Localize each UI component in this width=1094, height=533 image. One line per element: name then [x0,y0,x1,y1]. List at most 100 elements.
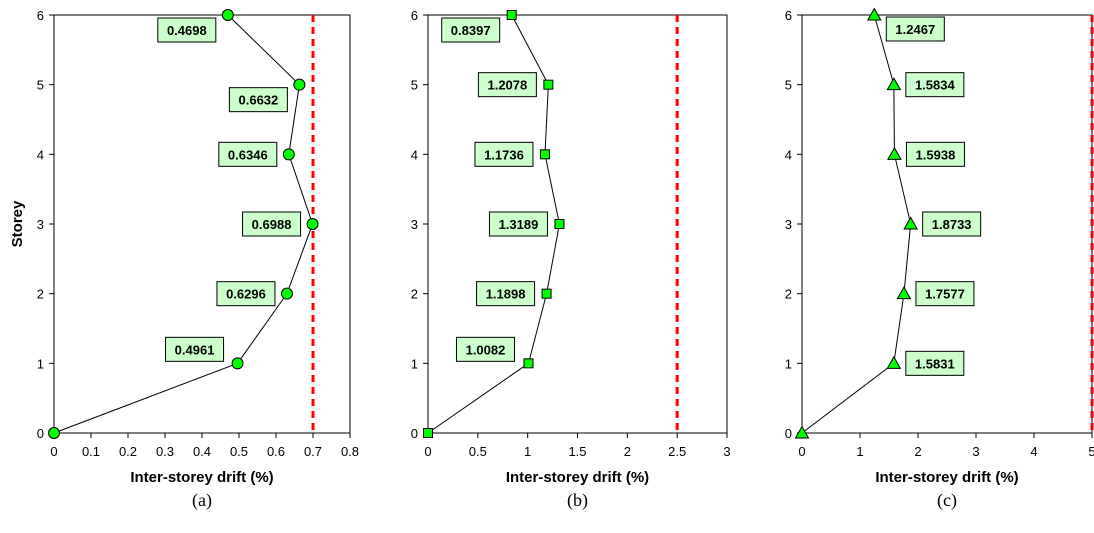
panel-b: 0 0.5 1 1.5 2 2.5 3 0 1 2 3 4 5 6 Inter-storey drift (… [411,8,731,511]
panel-a-data-label-box [157,17,217,43]
panel-a-x-tick-label: 0.2 [119,444,137,459]
panel-c-y-tick-label: 3 [785,217,792,232]
panel-c-data-point [903,216,919,230]
panel-c-y-tick-label: 1 [785,356,792,371]
panel-a-y-tick-label: 2 [37,287,44,302]
panel-a-data-label-box [228,87,288,113]
panel-b-data-point [543,79,554,90]
panel-a-y-axis-title: Storey [9,200,26,247]
panel-b-x-tick-label: 2.5 [668,444,686,459]
panel-c-data-label-box [905,72,965,98]
panel-a-y-tick-label: 5 [37,78,44,93]
panel-b-x-tick-label: 2 [624,444,631,459]
panel-c-data-label: 1.5831 [915,356,955,371]
panel-c-data-label-box [905,350,965,376]
panel-b-data-label: 1.1736 [484,147,524,162]
panel-a-data-label: 0.6632 [239,93,279,108]
panel-b-data-label-box [476,281,536,307]
panel-a-data-label: 0.6346 [228,147,268,162]
panel-b-data-point [539,149,550,160]
panel-a-y-tick-label: 4 [37,147,44,162]
panel-c-x-tick-label: 1 [856,444,863,459]
panel-b-y-tick-label: 1 [411,356,418,371]
panel-c-data-label: 1.5834 [915,78,956,93]
panel-b-y-tick-label: 0 [411,426,418,441]
panel-b-data-label: 1.1898 [486,287,526,302]
panel-a-x-tick-label: 0 [50,444,57,459]
panel-c-series-line [801,14,912,434]
panel-b-data-label: 1.0082 [466,342,506,357]
panel-a-data-point [221,9,234,21]
panel-c-data-label: 1.8733 [932,217,972,232]
panel-a-data-point [282,148,295,161]
panel-c-data-point [887,146,902,160]
panel-a-data-point [231,357,244,370]
panel-b-y-tick-label: 6 [411,8,418,23]
panel-b-x-axis-title: Inter-storey drift (%) [506,469,649,486]
panel-c-y-tick-label: 2 [785,287,792,302]
panel-b-data-label-box [477,72,537,98]
panel-b-x-tick-label: 1.5 [568,444,586,459]
panel-b-data-point [423,428,433,438]
panel-c-y-tick-label: 0 [785,426,792,441]
panel-c-data-point [886,355,902,369]
panel-a-y-tick-label: 0 [37,426,44,441]
panel-c-data-label: 1.2467 [895,22,935,37]
panel-a-caption: (a) [192,490,212,511]
panel-a-data-label-box [242,211,302,237]
panel-b-data-label: 1.3189 [499,217,539,232]
panel-c-data-label-box [922,211,982,237]
panel-a-data-label-box [216,281,276,307]
panel-b-data-label-box [455,336,515,362]
panel-a-x-tick-label: 0.7 [304,444,322,459]
panel-b-data-point [523,358,534,369]
panel-b-y-tick-label: 2 [411,287,418,302]
panel-b-plot-frame [427,14,728,434]
panel-b-x-tick-label: 0 [424,444,431,459]
panel-c-y-tick-label: 5 [785,78,792,93]
panel-c-x-tick-label: 2 [914,444,921,459]
panel-c-data-point [866,7,882,21]
panel-a-x-tick-label: 0.8 [341,444,359,459]
panel-c-caption: (c) [937,490,957,511]
panel-c-data-label-box [905,141,965,167]
panel-b-caption: (b) [567,490,588,511]
panel-a-y-tick-label: 1 [37,356,44,371]
panel-a-data-point [280,287,293,300]
panel-c-y-tick-label: 4 [785,147,792,162]
panel-b-x-tick-label: 1 [524,444,531,459]
panel-b-y-tick-label: 5 [411,78,418,93]
panel-a-data-label: 0.4698 [167,23,207,38]
panel-c-data-label-box [915,281,975,307]
panel-b-data-point [506,10,517,20]
panel-c-data-label: 1.5938 [916,147,956,162]
panel-a-x-tick-label: 0.4 [193,444,211,459]
panel-a-data-label: 0.6988 [252,217,292,232]
panel-b-data-label-box [474,141,534,167]
panel-a-data-point [293,78,306,91]
panel-c-data-point [886,77,902,91]
panel-c-x-tick-label: 4 [1030,444,1037,459]
panel-a-data-label: 0.4961 [175,342,215,357]
panel-c-x-tick-label: 0 [798,444,805,459]
panel-a: 0 0.1 0.2 0.3 0.4 0.5 0.6 0.7 0.8 0 1 2 3 4 5 6 Inter-st… [9,8,359,511]
panel-b-y-tick-label: 4 [411,147,418,162]
panel-b-x-tick-label: 0.5 [469,444,487,459]
panel-a-x-tick-label: 0.3 [156,444,174,459]
panel-b-data-point [541,288,552,299]
panel-a-data-label-box [165,336,225,362]
panel-b-data-point [554,219,565,229]
panel-c-data-label-box [885,16,945,42]
panel-a-data-label-box [218,141,278,167]
panel-c-data-point [794,425,810,439]
panel-a-data-label: 0.6296 [226,287,266,302]
panel-a-y-tick-label: 6 [37,8,44,23]
panel-c: 0 1 2 3 4 5 0 1 2 3 4 5 6 Inter-storey drift (%) (c) 1.… [785,7,1094,511]
panel-c-data-label: 1.7577 [925,287,965,302]
panel-a-x-tick-label: 0.5 [230,444,248,459]
panel-a-x-tick-label: 0.6 [267,444,285,459]
panel-c-x-tick-label: 3 [972,444,979,459]
panel-b-data-label-box [488,211,548,237]
panel-a-x-axis-title: Inter-storey drift (%) [130,469,273,486]
